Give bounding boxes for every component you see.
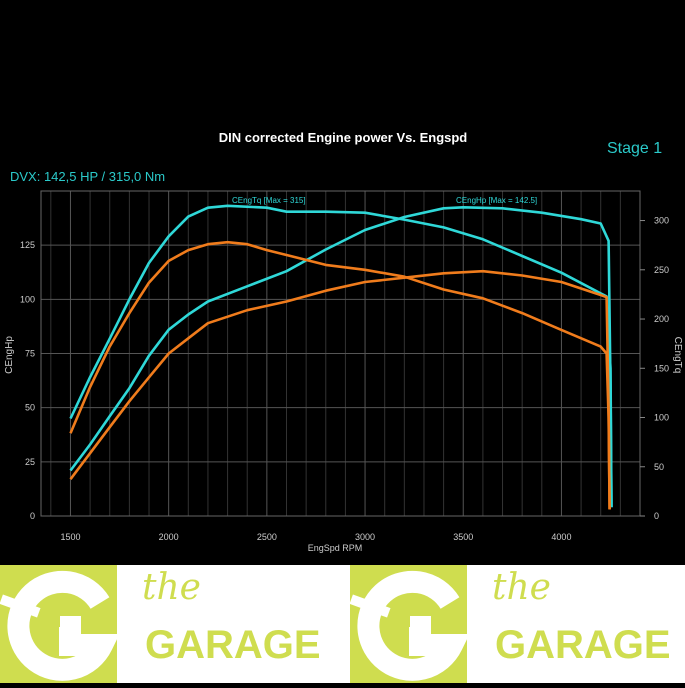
y-right-tick-label: 250 xyxy=(654,265,669,275)
y-left-tick-label: 50 xyxy=(25,403,35,413)
y-left-tick-label: 75 xyxy=(25,349,35,359)
y-axis-right-label: CEngTq xyxy=(672,337,683,374)
y-right-tick-label: 300 xyxy=(654,216,669,226)
g-wrench-icon xyxy=(349,565,470,683)
x-tick-label: 2000 xyxy=(159,532,179,542)
series-line-1 xyxy=(69,206,613,508)
logo-text-garage: GARAGE xyxy=(495,623,671,667)
y-right-tick-label: 150 xyxy=(654,363,669,373)
grid xyxy=(41,191,641,517)
brand-banner: the GARAGE the GARAGE xyxy=(0,565,685,683)
x-tick-label: 4000 xyxy=(551,532,571,542)
summary-text: DVX: 142,5 HP / 315,0 Nm xyxy=(10,169,165,184)
x-tick-label: 3000 xyxy=(355,532,375,542)
x-axis-label: EngSpd RPM xyxy=(308,543,363,553)
x-tick-label: 2500 xyxy=(257,532,277,542)
y-right-tick-label: 0 xyxy=(654,511,659,521)
y-left-tick-label: 125 xyxy=(20,240,35,250)
logo-text-the: the xyxy=(142,567,201,608)
g-wrench-icon xyxy=(0,565,120,683)
y-left-tick-label: 100 xyxy=(20,294,35,304)
torque-max-annotation: CEngTq [Max = 315] xyxy=(232,196,306,205)
logo-text-garage: GARAGE xyxy=(145,623,321,667)
series-line-0 xyxy=(69,204,613,508)
chart-title: DIN corrected Engine power Vs. Engspd xyxy=(219,130,468,145)
y-right-tick-label: 200 xyxy=(654,314,669,324)
series-line-2 xyxy=(69,240,611,510)
garage-logo: the GARAGE xyxy=(0,565,335,683)
y-left-tick-label: 25 xyxy=(25,457,35,467)
garage-logo: the GARAGE xyxy=(349,565,685,683)
y-left-tick-label: 0 xyxy=(30,511,35,521)
series-line-3 xyxy=(69,269,611,510)
plot-frame xyxy=(40,190,641,517)
stage-label: Stage 1 xyxy=(607,140,662,157)
y-right-tick-label: 100 xyxy=(654,413,669,423)
y-right-tick-label: 50 xyxy=(654,462,664,472)
power-max-annotation: CEngHp [Max = 142.5] xyxy=(456,196,537,205)
y-axis-left-label: CEngHp xyxy=(4,336,15,374)
logo-text-the: the xyxy=(492,567,551,608)
dyno-chart: 0 25 50 75 100 125 0 50 100 150 200 250 300 1500 2000 2… xyxy=(4,130,683,553)
x-tick-label: 3500 xyxy=(453,532,473,542)
x-tick-label: 1500 xyxy=(60,532,80,542)
